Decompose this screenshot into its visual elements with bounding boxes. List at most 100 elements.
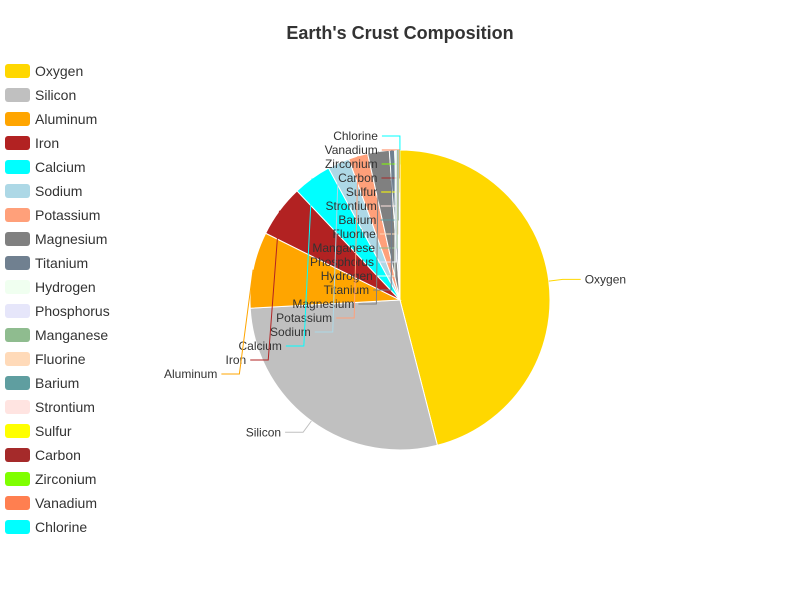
leader-line	[250, 210, 280, 361]
legend-item-calcium[interactable]: Calcium	[5, 159, 86, 175]
legend-item-magnesium[interactable]: Magnesium	[5, 231, 107, 247]
leader-line	[548, 278, 581, 282]
slice-label-text: Silicon	[246, 425, 281, 439]
legend-item-aluminum[interactable]: Aluminum	[5, 111, 97, 127]
legend-label: Hydrogen	[35, 279, 96, 295]
slice-label-aluminum: Aluminum	[164, 269, 254, 381]
slice-label-text: Sodium	[270, 325, 311, 339]
legend-item-sodium[interactable]: Sodium	[5, 183, 82, 199]
slice-label-oxygen: Oxygen	[548, 272, 626, 286]
legend-item-strontium[interactable]: Strontium	[5, 399, 95, 415]
legend-label: Magnesium	[35, 231, 107, 247]
leader-line	[285, 420, 312, 433]
legend-swatch	[5, 448, 30, 462]
slice-label-text: Strontium	[325, 199, 376, 213]
slice-label-text: Fluorine	[333, 227, 377, 241]
legend-swatch	[5, 208, 30, 222]
legend-item-barium[interactable]: Barium	[5, 375, 79, 391]
legend-item-sulfur[interactable]: Sulfur	[5, 423, 72, 439]
leader-line	[314, 163, 339, 333]
legend-swatch	[5, 496, 30, 510]
leader-line	[373, 150, 393, 291]
slice-label-chlorine: Chlorine	[333, 129, 401, 151]
legend-label: Potassium	[35, 207, 100, 223]
legend-label: Carbon	[35, 447, 81, 463]
legend-swatch	[5, 256, 30, 270]
legend-label: Aluminum	[35, 111, 97, 127]
slice-label-text: Oxygen	[585, 272, 626, 286]
legend-swatch	[5, 184, 30, 198]
legend-swatch	[5, 64, 30, 78]
legend-label: Chlorine	[35, 519, 87, 535]
legend-swatch	[5, 304, 30, 318]
legend-item-iron[interactable]: Iron	[5, 135, 59, 151]
legend-swatch	[5, 520, 30, 534]
slice-label-silicon: Silicon	[246, 420, 312, 439]
legend-label: Fluorine	[35, 351, 86, 367]
pie-slice-oxygen[interactable]	[399, 149, 551, 446]
legend-item-manganese[interactable]: Manganese	[5, 327, 108, 343]
legend-swatch	[5, 424, 30, 438]
legend-label: Titanium	[35, 255, 88, 271]
slice-label-fluorine: Fluorine	[333, 150, 399, 241]
legend-item-chlorine[interactable]: Chlorine	[5, 519, 87, 535]
legend-item-zirconium[interactable]: Zirconium	[5, 471, 96, 487]
slice-label-hydrogen: Hydrogen	[321, 150, 396, 283]
slice-label-potassium: Potassium	[276, 155, 359, 325]
legend-label: Zirconium	[35, 471, 96, 487]
slice-label-magnesium: Magnesium	[292, 151, 379, 311]
legend-swatch	[5, 328, 30, 342]
slice-label-text: Sulfur	[346, 185, 377, 199]
legend-swatch	[5, 136, 30, 150]
legend-item-oxygen[interactable]: Oxygen	[5, 63, 83, 79]
legend-swatch	[5, 400, 30, 414]
slice-label-manganese: Manganese	[312, 150, 398, 255]
legend-swatch	[5, 376, 30, 390]
legend-item-fluorine[interactable]: Fluorine	[5, 351, 86, 367]
slice-label-text: Iron	[226, 353, 247, 367]
leader-line	[379, 150, 398, 249]
legend-label: Calcium	[35, 159, 86, 175]
slice-label-calcium: Calcium	[238, 178, 313, 353]
leader-line	[378, 150, 397, 263]
legend-item-phosphorus[interactable]: Phosphorus	[5, 303, 110, 319]
legend-label: Phosphorus	[35, 303, 110, 319]
legend-item-titanium[interactable]: Titanium	[5, 255, 88, 271]
legend-swatch	[5, 88, 30, 102]
slice-label-text: Hydrogen	[321, 269, 373, 283]
leader-line	[285, 178, 313, 347]
slice-label-text: Potassium	[276, 311, 332, 325]
pie-slice-silicon[interactable]	[249, 299, 438, 451]
chart-title: Earth's Crust Composition	[286, 23, 513, 43]
legend-swatch	[5, 160, 30, 174]
slice-label-text: Aluminum	[164, 367, 217, 381]
slice-label-text: Manganese	[312, 241, 375, 255]
slice-label-phosphorus: Phosphorus	[310, 150, 397, 269]
leader-line	[381, 135, 401, 151]
slice-label-vanadium: Vanadium	[325, 143, 400, 157]
legend-label: Iron	[35, 135, 59, 151]
chart-legend: Oxygen Silicon Aluminum Iron Calcium Sodium Po…	[5, 63, 110, 535]
leader-line	[221, 269, 254, 375]
legend-swatch	[5, 352, 30, 366]
slice-label-titanium: Titanium	[324, 150, 393, 297]
legend-swatch	[5, 232, 30, 246]
legend-label: Sodium	[35, 183, 82, 199]
legend-label: Strontium	[35, 399, 95, 415]
legend-item-silicon[interactable]: Silicon	[5, 87, 76, 103]
legend-label: Vanadium	[35, 495, 97, 511]
legend-label: Barium	[35, 375, 79, 391]
legend-item-hydrogen[interactable]: Hydrogen	[5, 279, 96, 295]
leader-line	[358, 151, 379, 305]
legend-swatch	[5, 112, 30, 126]
slice-label-text: Titanium	[324, 283, 370, 297]
legend-item-potassium[interactable]: Potassium	[5, 207, 100, 223]
legend-item-carbon[interactable]: Carbon	[5, 447, 81, 463]
legend-label: Oxygen	[35, 63, 83, 79]
legend-label: Silicon	[35, 87, 76, 103]
slice-label-text: Barium	[338, 213, 376, 227]
legend-swatch	[5, 280, 30, 294]
slice-label-text: Chlorine	[333, 129, 378, 143]
legend-item-vanadium[interactable]: Vanadium	[5, 495, 97, 511]
slice-label-text: Phosphorus	[310, 255, 374, 269]
